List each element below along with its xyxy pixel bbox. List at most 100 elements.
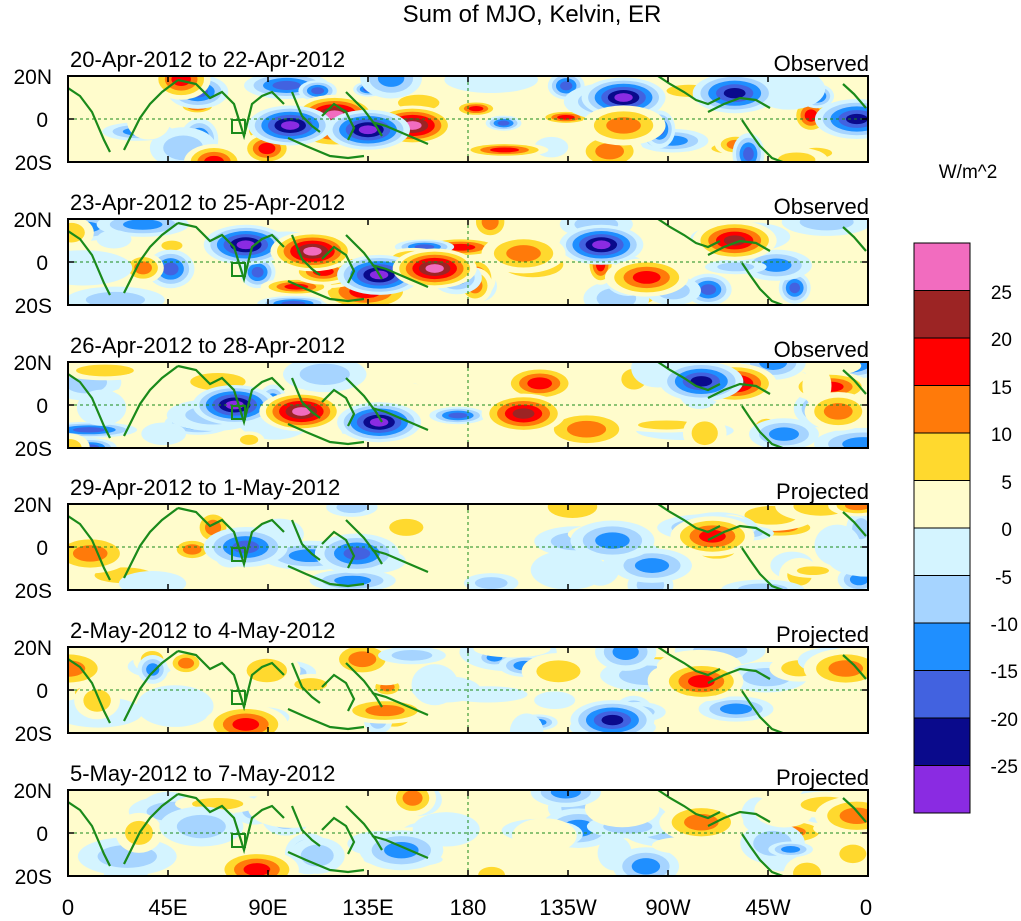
anomaly-blob [444, 76, 538, 94]
anomaly-feature [506, 245, 541, 262]
coastline [345, 519, 383, 565]
anomaly-blob [161, 240, 183, 251]
colorbar-level-5: 5 [1001, 473, 1012, 494]
coastline [345, 662, 383, 708]
coastline [657, 647, 721, 677]
colorbar-swatch [913, 385, 971, 434]
coastline [741, 262, 786, 305]
panel-4: 20N 0 20S 2-May-2012 to 4-May-2012 Projected [13, 618, 869, 746]
colorbar: W/m^2 25 20 15 10 5 0 -5 -10 -15 -20 -25 [913, 162, 1018, 814]
region-box [231, 547, 246, 562]
anomaly-blob [311, 87, 325, 95]
anomaly-feature [303, 246, 322, 256]
anomaly-feature [595, 532, 630, 549]
anomaly-blob [534, 691, 576, 710]
anomaly-blob [759, 362, 788, 370]
anomaly-blob [536, 660, 581, 683]
coastline [741, 547, 786, 590]
region-box [231, 690, 246, 705]
region-box [231, 405, 246, 420]
anomaly-feature [281, 121, 300, 130]
colorbar-swatch [913, 765, 971, 814]
lat-label-20n: 20N [13, 352, 52, 375]
coastline [657, 76, 721, 106]
anomaly-blob [827, 539, 868, 577]
lat-label-20s: 20S [15, 580, 52, 603]
anomaly-field [68, 76, 868, 162]
anomaly-blob [246, 658, 288, 683]
anomaly-blob [691, 421, 718, 446]
figure-title: Sum of MJO, Kelvin, ER [403, 1, 662, 28]
anomaly-feature [690, 376, 713, 387]
colorbar-swatch [913, 242, 971, 291]
colorbar-units: W/m^2 [939, 162, 998, 183]
anomaly-blob [447, 686, 528, 703]
lat-label-20n: 20N [13, 780, 52, 803]
panel-2: 20N 0 20S 26-Apr-2012 to 28-Apr-2012 Observe… [13, 333, 869, 461]
coastline [371, 548, 429, 574]
anomaly-blob [717, 262, 755, 272]
lat-label-0: 0 [36, 109, 48, 132]
anomaly-blob [631, 858, 661, 875]
anomaly-feature [723, 235, 746, 246]
lon-label-0: 0 [62, 895, 74, 920]
anomaly-blob [478, 866, 505, 876]
anomaly-blob [448, 412, 468, 419]
anomaly-blob [632, 271, 661, 284]
anomaly-blob [842, 437, 868, 448]
lat-label-20n: 20N [13, 637, 52, 660]
anomaly-feature [606, 117, 641, 134]
coastline [123, 365, 179, 437]
coastline [287, 850, 365, 874]
coastline [345, 234, 383, 280]
coastline [707, 810, 771, 827]
anomaly-feature [358, 125, 378, 135]
anomaly-blob [127, 504, 158, 523]
coastline [321, 388, 356, 427]
panel-date-range: 20-Apr-2012 to 22-Apr-2012 [70, 47, 345, 72]
anomaly-blob [550, 790, 581, 799]
anomaly-feature [687, 675, 715, 688]
colorbar-level-m25: -25 [991, 757, 1018, 778]
panel-kind: Observed [774, 51, 869, 76]
anomaly-blob [560, 81, 573, 91]
lon-label-6: 90W [645, 895, 690, 920]
anomaly-blob [789, 282, 801, 294]
colorbar-swatch [913, 575, 971, 624]
anomaly-feature [425, 264, 444, 273]
panel-kind: Observed [774, 194, 869, 219]
colorbar-level-m10: -10 [991, 615, 1018, 636]
coastline [287, 707, 365, 731]
anomaly-blob [300, 844, 334, 867]
panel-kind: Projected [776, 622, 869, 647]
anomaly-blob [85, 291, 146, 305]
coastline [321, 245, 356, 284]
coastline [707, 382, 771, 399]
coastline [657, 504, 721, 534]
anomaly-blob [726, 115, 797, 133]
panel-date-range: 23-Apr-2012 to 25-Apr-2012 [70, 190, 345, 215]
anomaly-blob [781, 846, 801, 853]
anomaly-blob [612, 647, 639, 660]
coastline [371, 406, 429, 432]
colorbar-level-15: 15 [991, 378, 1012, 399]
coastline [741, 119, 786, 162]
anomaly-field [68, 504, 868, 590]
coastlines [68, 647, 867, 733]
panel-kind: Projected [776, 765, 869, 790]
lat-label-0: 0 [36, 680, 48, 703]
anomaly-feature [176, 814, 226, 839]
anomaly-blob [281, 300, 306, 305]
anomaly-blob [497, 120, 510, 126]
coastline [371, 120, 429, 146]
lat-label-20s: 20S [15, 295, 52, 318]
colorbar-level-25: 25 [991, 283, 1012, 304]
lat-label-20n: 20N [13, 494, 52, 517]
panel-3: 20N 0 20S 29-Apr-2012 to 1-May-2012 Projecte… [13, 475, 869, 603]
colorbar-level-m5: -5 [995, 568, 1012, 589]
lat-label-20s: 20S [15, 723, 52, 746]
anomaly-blob [512, 818, 577, 854]
anomaly-feature [592, 240, 611, 250]
anomaly-blob [719, 703, 753, 715]
colorbar-swatch [913, 480, 971, 529]
